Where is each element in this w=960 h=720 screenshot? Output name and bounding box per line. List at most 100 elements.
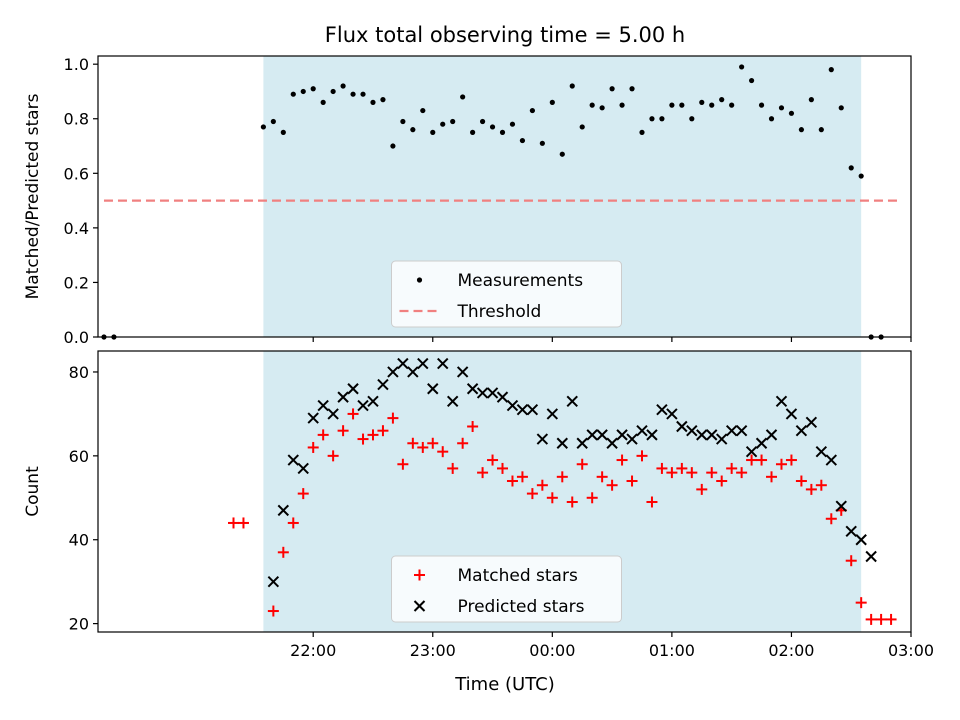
matched-star-point bbox=[526, 488, 538, 500]
predicted-star-point bbox=[456, 366, 469, 378]
matched-star-point bbox=[546, 492, 558, 504]
predicted-star-point bbox=[526, 404, 539, 416]
predicted-star-point bbox=[676, 420, 688, 433]
matched-star-point bbox=[875, 613, 887, 625]
matched-star-point bbox=[337, 425, 349, 437]
legend: Matched stars Predicted stars bbox=[391, 555, 622, 623]
measurement-point bbox=[639, 129, 645, 135]
predicted-star-point bbox=[686, 424, 698, 437]
predicted-star-point bbox=[347, 383, 359, 395]
matched-star-point bbox=[267, 605, 279, 617]
matched-star-point bbox=[785, 454, 797, 466]
predicted-star-point bbox=[277, 504, 290, 517]
measurement-point bbox=[300, 88, 306, 95]
measurement-point bbox=[798, 127, 805, 133]
y-tick-label: 0.0 bbox=[64, 328, 89, 347]
top-panel: 0.0 0.2 0.4 0.6 0.8 1.0 Matched/Predicted star… bbox=[23, 55, 912, 347]
predicted-star-point bbox=[656, 404, 668, 416]
matched-star-point bbox=[407, 437, 419, 449]
predicted-star-point bbox=[496, 391, 509, 403]
predicted-star-point bbox=[626, 433, 638, 445]
predicted-star-point bbox=[417, 357, 429, 370]
predicted-star-point bbox=[606, 437, 618, 449]
measurement-point bbox=[599, 105, 605, 111]
matched-star-point bbox=[805, 483, 817, 495]
matched-star-point bbox=[775, 458, 787, 470]
matched-star-point bbox=[666, 467, 678, 479]
measurement-point bbox=[719, 97, 725, 103]
matched-star-point bbox=[616, 454, 628, 466]
predicted-star-point bbox=[706, 429, 718, 441]
predicted-star-point bbox=[566, 395, 578, 408]
measurement-point bbox=[529, 107, 535, 114]
predicted-star-point bbox=[297, 462, 309, 475]
matched-star-point bbox=[726, 462, 738, 474]
predicted-star-point bbox=[407, 366, 419, 378]
predicted-star-point bbox=[616, 429, 628, 441]
predicted-star-point bbox=[287, 454, 299, 466]
measurement-point bbox=[808, 97, 814, 103]
matched-star-point bbox=[606, 479, 618, 491]
matched-star-point bbox=[297, 488, 309, 500]
matched-star-point bbox=[357, 433, 369, 445]
matched-star-point bbox=[287, 517, 299, 529]
predicted-star-point bbox=[446, 395, 459, 408]
predicted-star-point bbox=[337, 391, 349, 403]
predicted-star-point bbox=[735, 424, 748, 437]
legend-label: Predicted stars bbox=[458, 597, 585, 617]
measurement-point bbox=[858, 173, 864, 179]
measurement-point bbox=[589, 102, 595, 108]
matched-star-point bbox=[656, 462, 668, 474]
predicted-star-point bbox=[427, 383, 439, 395]
measurement-point bbox=[280, 129, 286, 135]
measurement-point bbox=[669, 102, 675, 108]
matched-star-point bbox=[596, 471, 608, 483]
axes-frame bbox=[97, 55, 912, 338]
matched-star-point bbox=[885, 613, 897, 625]
measurement-point bbox=[689, 116, 695, 122]
measurement-point bbox=[290, 91, 296, 97]
matched-star-point bbox=[487, 454, 499, 466]
matched-star-point bbox=[576, 458, 588, 470]
y-tick-label: 0.6 bbox=[64, 164, 89, 183]
matched-star-point bbox=[467, 420, 479, 432]
predicted-star-point bbox=[835, 500, 847, 512]
legend-label: Matched stars bbox=[458, 566, 578, 586]
measurement-point bbox=[778, 105, 785, 111]
measurement-point bbox=[370, 99, 376, 105]
legend-box bbox=[391, 555, 622, 623]
predicted-star-point bbox=[536, 433, 549, 445]
measurement-point bbox=[400, 118, 406, 125]
measurement-point bbox=[659, 116, 665, 122]
legend-marker bbox=[414, 569, 425, 581]
measurement-point bbox=[509, 121, 516, 127]
measurement-point bbox=[818, 127, 824, 133]
measurement-point bbox=[828, 67, 834, 73]
series-measurements bbox=[101, 64, 884, 340]
matched-star-point bbox=[437, 446, 449, 458]
y-axis-label: Matched/Predicted stars bbox=[23, 93, 43, 299]
predicted-star-point bbox=[775, 395, 788, 408]
x-tick-label: 22:00 bbox=[290, 641, 336, 660]
measurement-point bbox=[709, 102, 715, 108]
measurement-point bbox=[848, 165, 854, 171]
measurement-point bbox=[440, 121, 446, 127]
predicted-star-point bbox=[646, 429, 658, 441]
matched-star-point bbox=[457, 437, 469, 449]
predicted-star-point bbox=[516, 404, 529, 416]
matched-star-point bbox=[686, 467, 698, 479]
measurement-point bbox=[470, 129, 476, 135]
measurement-point bbox=[390, 143, 396, 149]
matched-star-point bbox=[746, 454, 758, 466]
legend-label: Threshold bbox=[457, 302, 542, 322]
y-tick-label: 20 bbox=[69, 615, 89, 634]
predicted-star-point bbox=[556, 437, 568, 449]
measurement-point bbox=[619, 102, 625, 108]
predicted-star-point bbox=[845, 525, 857, 538]
measurement-point bbox=[519, 137, 526, 144]
y-tick-label: 80 bbox=[69, 363, 89, 382]
measurement-point bbox=[559, 151, 565, 157]
measurement-point bbox=[479, 118, 486, 125]
measurement-point bbox=[430, 129, 436, 135]
matched-star-point bbox=[626, 475, 638, 487]
